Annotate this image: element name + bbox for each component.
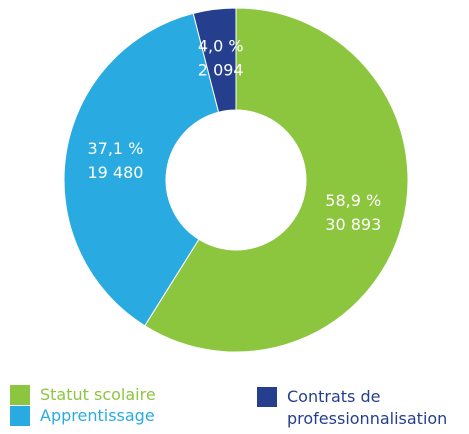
value-label: 4,0 % [198, 36, 244, 55]
legend-label: Statut scolaire [40, 385, 156, 404]
count-label: 2 094 [198, 60, 244, 79]
value-label: 37,1 % [87, 139, 143, 158]
legend-label: Apprentissage [40, 406, 155, 425]
legend-label: Contrats de professionnalisation [287, 387, 448, 428]
count-label: 30 893 [325, 215, 381, 234]
donut-slice [63, 12, 220, 327]
legend-item: Statut scolaire [10, 384, 210, 406]
value-label: 58,9 % [325, 191, 381, 210]
legend-item: Apprentissage [10, 405, 210, 427]
donut-slice [192, 7, 237, 113]
count-label: 19 480 [87, 163, 143, 182]
legend-swatch [257, 387, 277, 407]
donut-slice [144, 7, 409, 353]
legend-swatch [10, 406, 30, 426]
legend-swatch [10, 385, 30, 405]
legend-item: Contrats de professionnalisation [257, 386, 467, 430]
